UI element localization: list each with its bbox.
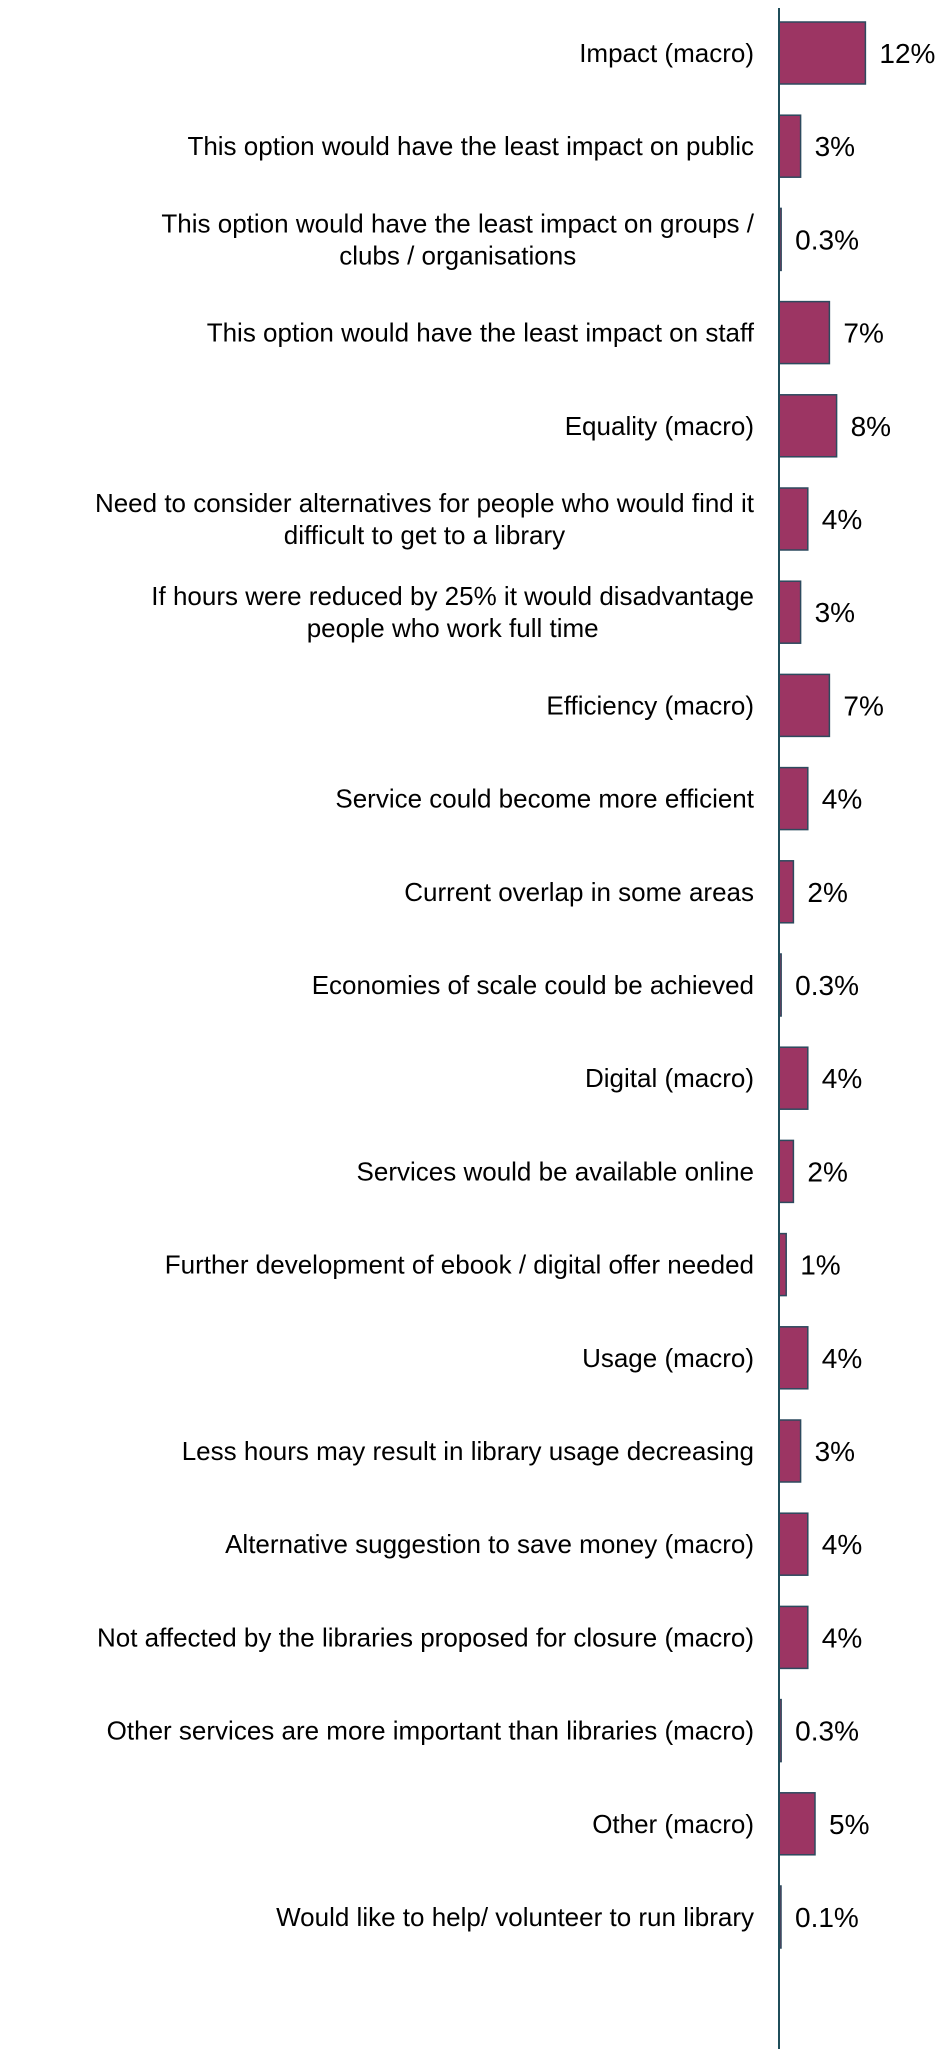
bar [778, 1232, 787, 1297]
value-label: 12% [879, 38, 935, 69]
bars-layer [778, 21, 867, 1949]
category-label-line: Equality (macro) [565, 411, 754, 441]
category-label-line: Would like to help/ volunteer to run lib… [276, 1902, 754, 1932]
category-labels-layer: Impact (macro) This option would have the… [95, 38, 755, 1932]
category-label: Alternative suggestion to save money (ma… [225, 1529, 754, 1559]
value-label: 4% [822, 784, 862, 815]
category-label: This option would have the least impact … [207, 318, 755, 348]
bar [778, 300, 831, 365]
value-label: 3% [815, 1436, 855, 1467]
bar [778, 860, 795, 924]
category-label: Other services are more important than l… [107, 1716, 754, 1746]
bar [778, 580, 802, 644]
bar [778, 114, 802, 178]
value-label: 3% [815, 131, 855, 162]
value-label: 4% [822, 1529, 862, 1560]
category-label-line: Further development of ebook / digital o… [165, 1250, 754, 1280]
category-label-line: clubs / organisations [339, 240, 576, 270]
category-label: Impact (macro) [579, 38, 754, 68]
category-label-line: people who work full time [307, 613, 599, 643]
category-label: Would like to help/ volunteer to run lib… [276, 1902, 754, 1932]
category-label-line: Need to consider alternatives for people… [95, 488, 755, 518]
category-label-line: Efficiency (macro) [546, 690, 754, 720]
bar [778, 1605, 809, 1670]
value-label: 7% [843, 318, 883, 349]
value-label: 5% [829, 1809, 869, 1840]
bar [778, 1046, 809, 1110]
bar [778, 1792, 816, 1856]
category-label: Efficiency (macro) [546, 690, 754, 720]
value-label: 0.3% [795, 1716, 859, 1747]
value-label: 4% [822, 1622, 862, 1653]
category-label-line: Less hours may result in library usage d… [182, 1436, 754, 1466]
bar [778, 394, 838, 458]
category-label-line: Alternative suggestion to save money (ma… [225, 1529, 754, 1559]
category-label-line: This option would have the least impact … [207, 318, 755, 348]
category-label-line: Other (macro) [592, 1809, 754, 1839]
category-label: Equality (macro) [565, 411, 754, 441]
bar [778, 1512, 809, 1576]
category-label: Economies of scale could be achieved [312, 970, 754, 1000]
value-labels-layer: 12% 3% 0.3% 7% 8% 4% 3% 7% 4% 2% 0.3% 4% 2% 1% 4% 3% 4% 4… [795, 38, 935, 1933]
category-label-line: Usage (macro) [582, 1343, 754, 1373]
category-label: Digital (macro) [585, 1063, 754, 1093]
category-label-line: difficult to get to a library [284, 520, 565, 550]
category-label: Other (macro) [592, 1809, 754, 1839]
category-label-line: Other services are more important than l… [107, 1716, 754, 1746]
bar [778, 766, 809, 831]
category-label: Services would be available online [357, 1156, 754, 1186]
category-label-line: Service could become more efficient [335, 784, 754, 814]
value-label: 0.3% [795, 224, 859, 255]
category-label-line: Impact (macro) [579, 38, 754, 68]
category-label: This option would have the least impact … [161, 208, 754, 270]
bar [778, 1326, 809, 1390]
category-label-line: Current overlap in some areas [404, 877, 754, 907]
value-label: 8% [851, 411, 891, 442]
category-label: This option would have the least impact … [187, 131, 754, 161]
value-label: 4% [822, 1343, 862, 1374]
category-label-line: Services would be available online [357, 1156, 754, 1186]
category-label-line: If hours were reduced by 25% it would di… [151, 581, 754, 611]
bar [778, 21, 867, 85]
value-label: 0.1% [795, 1902, 859, 1933]
category-label-line: Not affected by the libraries proposed f… [97, 1622, 754, 1652]
category-label-line: This option would have the least impact … [161, 208, 754, 238]
category-label: Usage (macro) [582, 1343, 754, 1373]
bar [778, 487, 809, 551]
category-label: Service could become more efficient [335, 784, 754, 814]
category-label-line: Digital (macro) [585, 1063, 754, 1093]
category-label: Not affected by the libraries proposed f… [97, 1622, 754, 1652]
value-label: 1% [800, 1250, 840, 1281]
category-label: Current overlap in some areas [404, 877, 754, 907]
category-label: Need to consider alternatives for people… [95, 488, 755, 550]
value-label: 7% [843, 690, 883, 721]
bar [778, 1139, 795, 1204]
value-label: 3% [815, 597, 855, 628]
value-label: 2% [807, 1156, 847, 1187]
category-label: Less hours may result in library usage d… [182, 1436, 754, 1466]
value-label: 4% [822, 1063, 862, 1094]
value-label: 2% [807, 877, 847, 908]
bar [778, 673, 831, 738]
value-label: 0.3% [795, 970, 859, 1001]
value-label: 4% [822, 504, 862, 535]
category-label: If hours were reduced by 25% it would di… [151, 581, 754, 643]
category-label-line: Economies of scale could be achieved [312, 970, 754, 1000]
category-label: Further development of ebook / digital o… [165, 1250, 754, 1280]
category-label-line: This option would have the least impact … [187, 131, 754, 161]
bar [778, 1419, 802, 1483]
